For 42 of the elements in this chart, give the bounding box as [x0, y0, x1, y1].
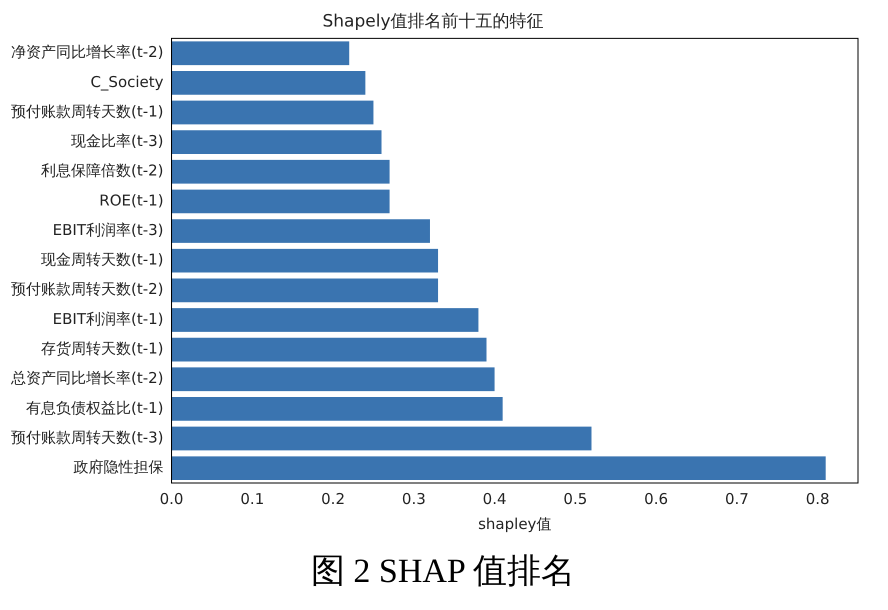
x-tick-label: 0.8 — [806, 490, 830, 508]
y-tick-label: 存货周转天数(t-1) — [40, 340, 164, 358]
y-tick-label: EBIT利润率(t-1) — [52, 310, 164, 328]
y-tick-label: 有息负债权益比(t-1) — [26, 398, 164, 417]
bar — [172, 100, 374, 124]
x-tick-label: 0.2 — [321, 490, 345, 508]
y-tick-label: EBIT利润率(t-3) — [52, 220, 164, 239]
y-tick-label: 总资产同比增长率(t-2) — [10, 369, 164, 388]
x-tick-label: 0.0 — [160, 490, 184, 508]
bar — [172, 41, 350, 66]
bar — [172, 130, 382, 154]
bar — [172, 71, 366, 95]
x-tick-label: 0.7 — [724, 490, 749, 508]
bar — [172, 456, 826, 480]
y-tick-label: 现金周转天数(t-1) — [40, 250, 164, 269]
bar — [172, 426, 592, 450]
y-tick-label: 利息保障倍数(t-2) — [40, 162, 164, 180]
y-tick-label: C_Society — [90, 72, 164, 91]
y-tick-label: 预付账款周转天数(t-1) — [10, 102, 164, 120]
bar — [172, 367, 495, 392]
bar — [172, 190, 390, 214]
bar — [172, 248, 438, 273]
y-tick-label: 政府隐性担保 — [74, 458, 164, 476]
x-tick-label: 0.1 — [240, 490, 264, 508]
bar — [172, 219, 430, 243]
y-tick-label: 预付账款周转天数(t-3) — [10, 428, 164, 446]
x-tick-label: 0.6 — [644, 490, 668, 508]
chart-title: Shapely值排名前十五的特征 — [322, 12, 544, 32]
x-tick-label: 0.4 — [482, 490, 507, 508]
caption: 图 2 SHAP 值排名 — [310, 552, 576, 592]
bar — [172, 278, 438, 302]
x-axis-title: shapley值 — [478, 514, 552, 533]
x-tick-label: 0.3 — [402, 490, 426, 508]
y-tick-label: ROE(t-1) — [99, 191, 164, 210]
y-tick-label: 净资产同比增长率(t-2) — [10, 43, 164, 62]
x-tick-label: 0.5 — [563, 490, 588, 508]
y-tick-label: 现金比率(t-3) — [70, 132, 164, 150]
bar — [172, 338, 487, 362]
bar — [172, 160, 390, 184]
y-tick-label: 预付账款周转天数(t-2) — [10, 280, 164, 298]
bar — [172, 397, 503, 421]
bar — [172, 308, 478, 332]
